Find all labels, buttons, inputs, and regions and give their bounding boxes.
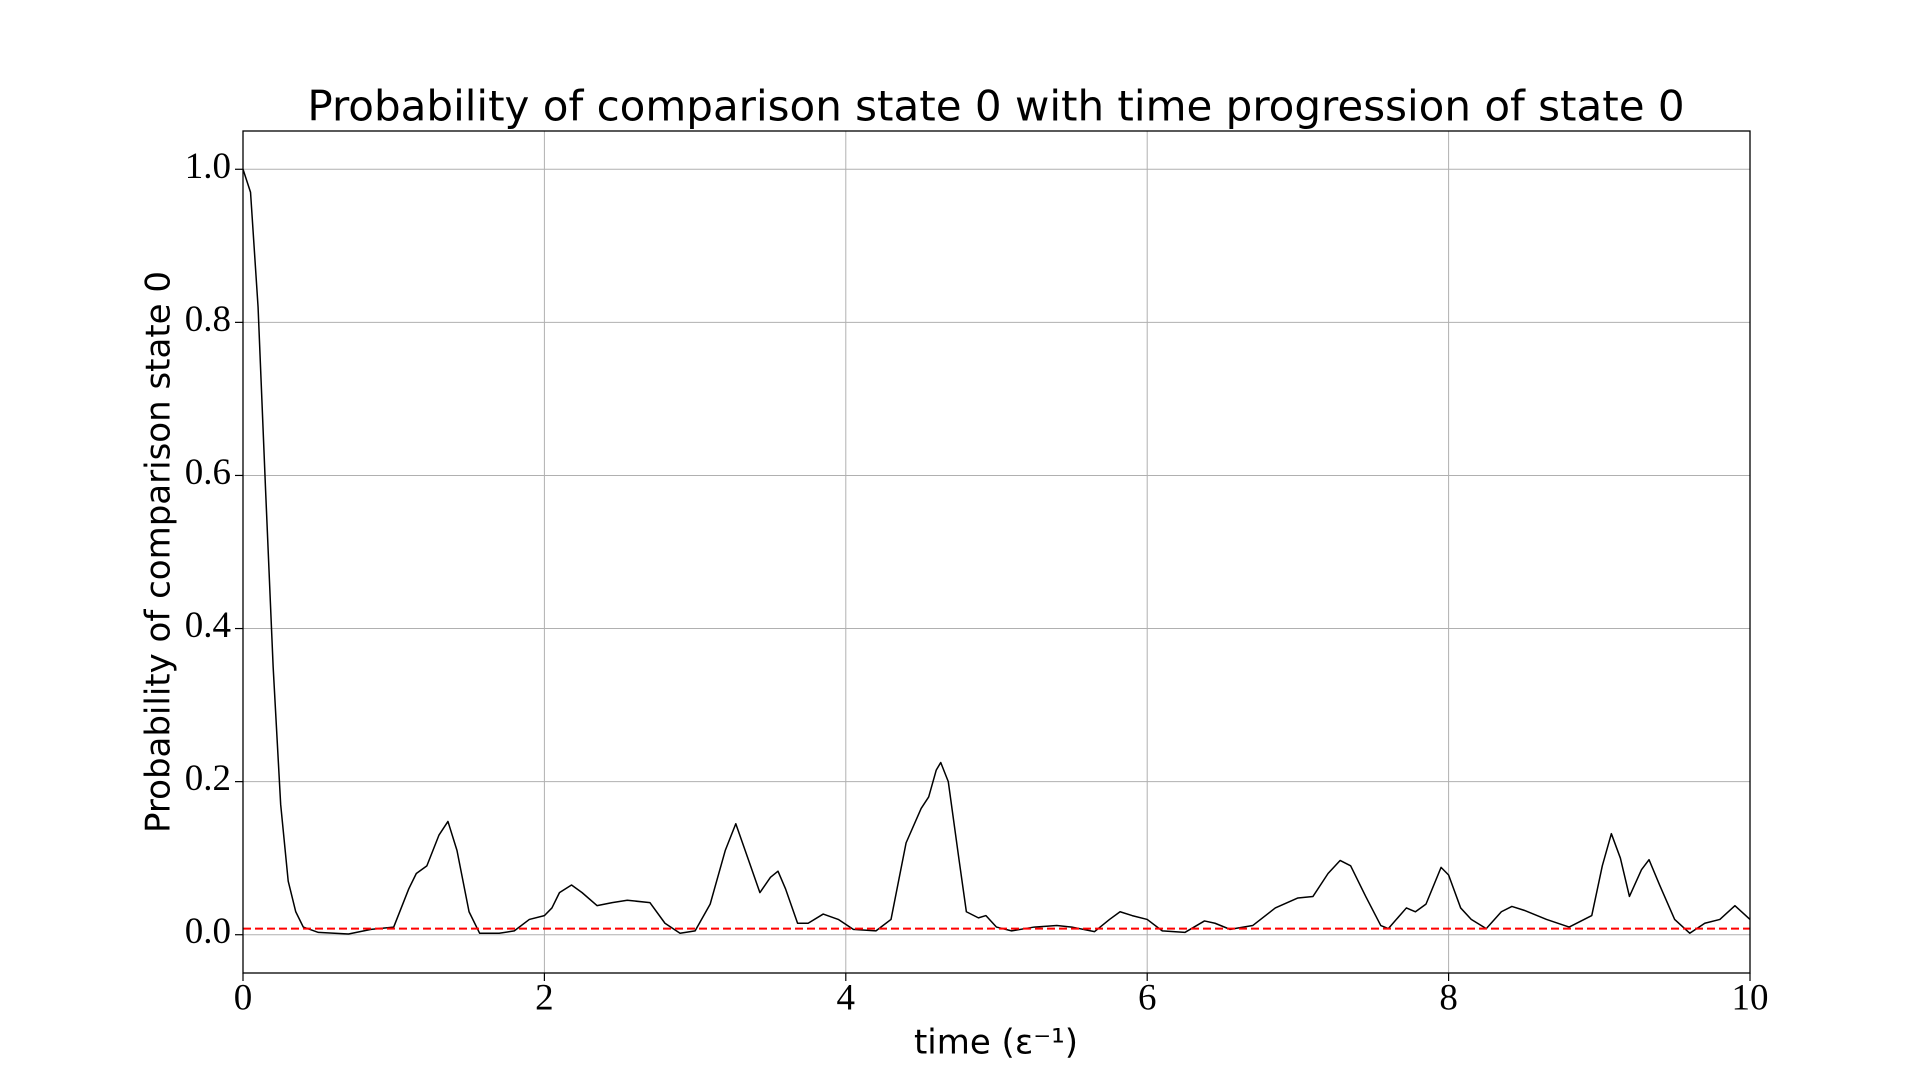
plot-area	[242, 169, 1751, 935]
y-tick-label: 0.4	[185, 605, 231, 646]
ticks: 0 2 4 6 8 10 0.0 0.2 0.4 0.6 0.8 1.0	[185, 146, 1769, 1019]
x-tick-label: 4	[837, 977, 856, 1018]
x-tick-label: 0	[234, 977, 253, 1018]
chart-title: Probability of comparison state 0 with t…	[307, 82, 1684, 131]
y-tick-label: 1.0	[185, 146, 231, 187]
y-tick-label: 0.6	[185, 452, 231, 493]
y-tick-label: 0.2	[185, 758, 231, 799]
y-tick-label: 0.8	[185, 299, 231, 340]
x-tick-label: 8	[1439, 977, 1458, 1018]
y-tick-label: 0.0	[185, 911, 231, 952]
x-tick-label: 10	[1732, 977, 1769, 1018]
x-tick-label: 2	[535, 977, 554, 1018]
x-tick-label: 6	[1138, 977, 1157, 1018]
data-line	[242, 169, 1751, 935]
x-axis-label: time (ε⁻¹)	[914, 1023, 1078, 1063]
axes-frame	[242, 130, 1751, 974]
y-axis-label: Probability of comparison state 0	[139, 271, 179, 833]
